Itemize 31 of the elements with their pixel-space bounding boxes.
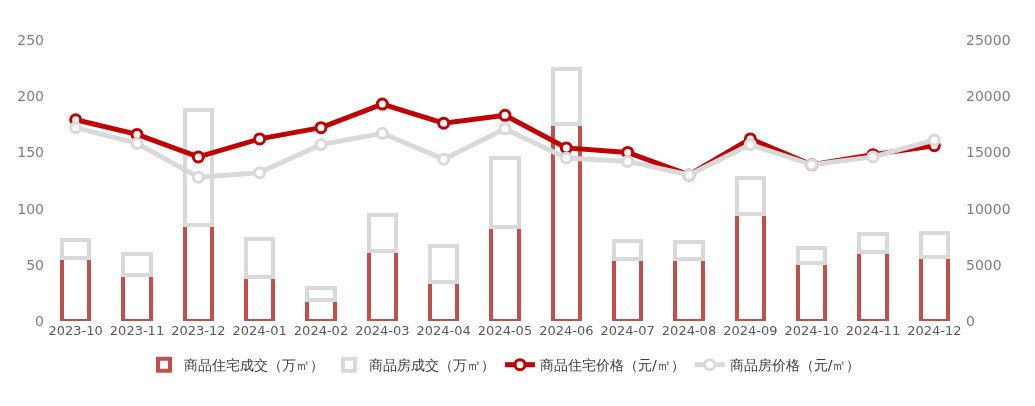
y2-tick-label: 25000 [966, 31, 1011, 48]
x-tick-label: 2024-04 [416, 323, 471, 338]
y2-tick-label: 15000 [966, 144, 1011, 161]
x-tick-label: 2024-02 [293, 323, 349, 338]
x-tick-label: 2023-10 [48, 323, 103, 338]
y-tick-label: 100 [17, 200, 44, 217]
x-tick-label: 2023-12 [171, 323, 226, 338]
x-tick-label: 2024-03 [355, 323, 410, 338]
y-tick-label: 0 [35, 312, 44, 329]
x-tick-label: 2024-09 [723, 323, 778, 338]
y2-tick-label: 20000 [966, 88, 1011, 105]
y-tick-label: 150 [17, 144, 44, 161]
y2-tick-label: 10000 [966, 200, 1011, 217]
legend-label: 商品住宅价格（元/㎡） [540, 357, 685, 374]
x-tick-label: 2024-01 [232, 323, 287, 338]
legend-label: 商品房价格（元/㎡） [729, 357, 861, 374]
x-tick-label: 2024-11 [845, 323, 901, 338]
x-tick-label: 2024-06 [539, 323, 594, 338]
x-tick-label: 2024-07 [600, 323, 655, 338]
x-tick-label: 2024-12 [907, 323, 962, 338]
y2-tick-label: 0 [966, 312, 975, 329]
x-tick-label: 2023-11 [109, 323, 165, 338]
legend-label: 商品房成交（万㎡） [369, 357, 495, 374]
y-tick-label: 50 [26, 256, 44, 273]
x-tick-label: 2024-05 [477, 323, 533, 338]
legend-label: 商品住宅成交（万㎡） [184, 357, 324, 374]
y2-tick-label: 5000 [966, 256, 1002, 273]
y-tick-label: 250 [17, 31, 44, 48]
x-tick-label: 2024-08 [661, 323, 717, 338]
x-tick-label: 2024-10 [784, 323, 839, 338]
y-tick-label: 200 [17, 88, 44, 105]
